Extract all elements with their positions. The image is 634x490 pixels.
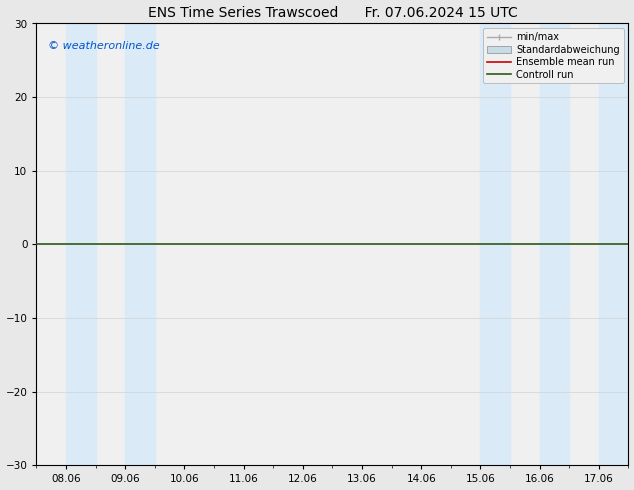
Bar <box>599 24 628 465</box>
Bar <box>481 24 510 465</box>
Legend: min/max, Standardabweichung, Ensemble mean run, Controll run: min/max, Standardabweichung, Ensemble me… <box>483 28 624 83</box>
Text: © weatheronline.de: © weatheronline.de <box>48 41 160 51</box>
Title: ENS Time Series Trawscoed      Fr. 07.06.2024 15 UTC: ENS Time Series Trawscoed Fr. 07.06.2024… <box>148 5 517 20</box>
Bar <box>126 24 155 465</box>
Bar <box>540 24 569 465</box>
Bar <box>66 24 96 465</box>
